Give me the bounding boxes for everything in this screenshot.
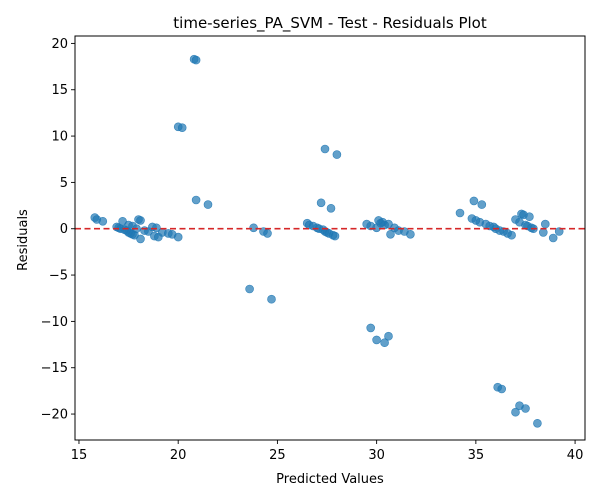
data-point (366, 323, 376, 333)
data-point (540, 219, 550, 229)
data-point (332, 150, 342, 159)
data-point (469, 196, 479, 206)
data-point (249, 223, 258, 233)
y-tick-label: −5 (49, 269, 68, 284)
y-tick-label: 5 (60, 176, 68, 191)
y-tick-label: 10 (51, 130, 68, 145)
data-point (245, 284, 254, 294)
y-tick-label: −15 (41, 361, 68, 376)
y-axis-label: Residuals (16, 209, 31, 271)
data-point (372, 335, 381, 345)
y-tick-label: −10 (41, 315, 68, 330)
data-point (263, 229, 272, 238)
data-point (173, 232, 183, 242)
data-point (521, 404, 530, 413)
data-point (316, 198, 326, 208)
data-point (177, 123, 187, 132)
data-point (533, 418, 542, 428)
plot-area: 15 20 25 30 35 40 −20 −15 −10 −5 0 5 10 15 20 (41, 35, 586, 463)
data-point (455, 208, 465, 218)
chart-title: time-series_PA_SVM - Test - Residuals Pl… (173, 14, 487, 33)
data-point (384, 331, 393, 341)
x-tick-label: 25 (269, 448, 286, 463)
data-point (326, 204, 336, 213)
data-point (267, 294, 276, 304)
data-point (191, 195, 201, 205)
x-tick-label: 40 (567, 448, 584, 463)
data-point (320, 144, 330, 154)
y-tick-label: 20 (51, 37, 68, 52)
data-point (548, 233, 558, 243)
data-point (380, 338, 389, 348)
x-axis-label: Predicted Values (276, 472, 384, 487)
data-point (203, 200, 213, 209)
data-point (511, 407, 520, 417)
x-tick-label: 20 (170, 448, 187, 463)
data-point (525, 212, 534, 221)
data-point (330, 231, 340, 241)
data-point (152, 223, 161, 233)
y-tick-label: 15 (51, 83, 68, 98)
data-point (98, 217, 108, 226)
x-tick-label: 15 (71, 448, 88, 463)
plot-frame (74, 35, 586, 441)
data-point (477, 200, 487, 209)
data-point (386, 230, 395, 239)
y-tick-label: −20 (41, 408, 68, 423)
y-tick-label: 0 (60, 222, 68, 237)
x-tick-label: 35 (468, 448, 485, 463)
data-point (136, 234, 145, 244)
data-point (136, 216, 145, 225)
data-point (538, 228, 548, 237)
data-point (191, 55, 201, 65)
data-point (507, 230, 516, 240)
data-point (497, 384, 507, 394)
data-point (406, 230, 415, 239)
x-tick-label: 30 (368, 448, 385, 463)
